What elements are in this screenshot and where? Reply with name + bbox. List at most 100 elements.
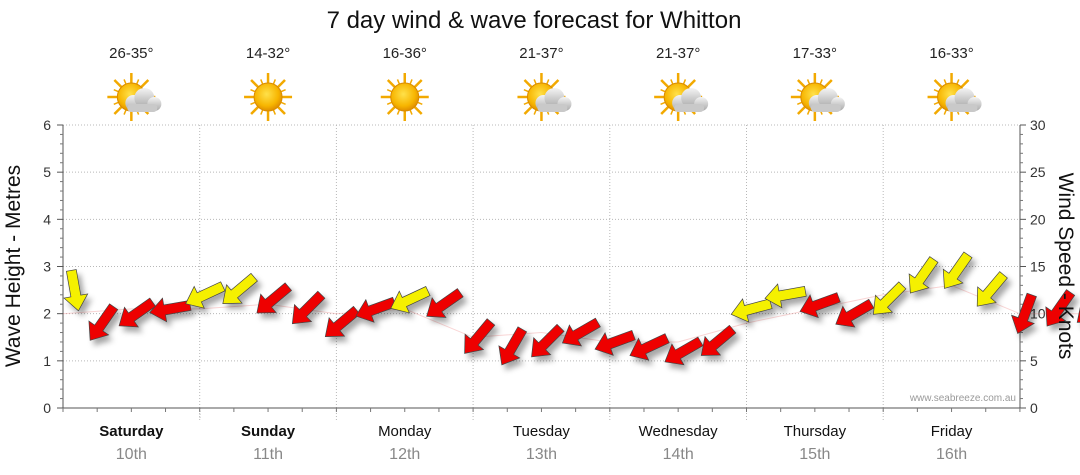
wind-arrow	[222, 272, 258, 304]
day-date-label: 11th	[253, 446, 283, 463]
wind-arrow-shape	[1011, 292, 1037, 334]
partly-cloudy-icon	[107, 73, 162, 121]
day-name-label: Wednesday	[639, 423, 718, 440]
wind-arrow	[63, 269, 89, 312]
wind-arrow-shape	[324, 305, 361, 337]
wind-arrow-shape	[764, 283, 807, 309]
partly-cloudy-icon	[927, 73, 982, 121]
wind-arrow	[88, 303, 119, 341]
wind-arrow	[118, 297, 157, 328]
y-tick-label-left: 6	[43, 117, 51, 133]
cloud-icon	[808, 88, 845, 112]
wind-arrow	[976, 271, 1008, 307]
partly-cloudy-icon	[517, 73, 572, 121]
sun-disc	[390, 82, 420, 112]
temperature-range: 16-36°	[383, 45, 427, 62]
y-tick-label-left: 0	[43, 400, 51, 416]
wind-arrow-shape	[872, 281, 907, 315]
wind-arrow-shape	[942, 251, 973, 289]
wind-arrow-shape	[531, 323, 565, 358]
y-tick-label-right: 0	[1030, 400, 1038, 416]
wind-arrow	[799, 292, 841, 319]
wind-arrow	[1011, 292, 1037, 334]
y-tick-label-right: 25	[1030, 164, 1046, 180]
wind-arrow-shape	[426, 288, 464, 318]
y-tick-label-right: 20	[1030, 211, 1046, 227]
wind-arrow	[594, 330, 636, 356]
wind-arrow-shape	[464, 318, 496, 354]
grid	[63, 124, 1020, 420]
wind-arrow-shape	[185, 281, 226, 309]
cloud-icon	[945, 88, 982, 112]
y-tick-label-right: 30	[1030, 117, 1046, 133]
wind-arrow	[149, 297, 192, 323]
day-name-label: Tuesday	[513, 423, 570, 440]
wind-arrow	[256, 282, 293, 314]
day-name-label: Friday	[931, 423, 973, 440]
y-tick-label-right: 5	[1030, 353, 1038, 369]
chart-title: 7 day wind & wave forecast for Whitton	[327, 7, 742, 34]
wind-arrow-shape	[908, 256, 939, 294]
wind-arrow-shape	[390, 286, 431, 314]
wind-arrow	[730, 298, 773, 323]
partly-cloudy-icon	[790, 73, 845, 121]
wind-arrow	[908, 256, 939, 294]
sun-icon	[244, 73, 293, 121]
wind-arrow	[561, 317, 601, 347]
wind-arrow	[498, 326, 528, 366]
wind-arrow	[764, 283, 807, 309]
axes: 0 01 52 103 154 205 256 30	[43, 117, 1046, 416]
wind-arrow-shape	[291, 290, 326, 325]
temperature-range: 17-33°	[793, 45, 837, 62]
day-weather: 26-35°	[107, 45, 162, 121]
day-date-label: 12th	[389, 446, 420, 463]
day-name-label: Thursday	[784, 423, 847, 440]
day-weather: 14-32°	[244, 45, 293, 121]
day-date-label: 15th	[799, 446, 830, 463]
day-weather: 21-37°	[654, 45, 709, 121]
temperature-range: 21-37°	[519, 45, 563, 62]
y-axis-label-right: Wind Speed - Knots	[1054, 173, 1077, 360]
wind-arrow	[872, 281, 907, 315]
wind-arrow	[390, 286, 431, 314]
cloud-base	[537, 104, 568, 112]
wind-arrow	[355, 296, 397, 323]
cloud-icon	[535, 88, 572, 112]
partly-cloudy-icon	[654, 73, 709, 121]
y-axis-label-left: Wave Height - Metres	[2, 165, 25, 367]
weather-row: 26-35° 14-32° 16-36° 21-37° 21-37° 17-33° 16-3…	[107, 45, 982, 121]
temperature-range: 16-33°	[929, 45, 973, 62]
day-date-label: 14th	[663, 446, 694, 463]
wind-arrow	[1045, 289, 1076, 327]
wind-arrow	[185, 281, 226, 309]
wind-arrow-shape	[222, 272, 258, 304]
day-date-label: 10th	[116, 446, 147, 463]
wind-arrow-shape	[594, 330, 636, 356]
wind-arrow	[942, 251, 973, 289]
y-tick-label-left: 2	[43, 306, 51, 322]
wind-arrow	[700, 324, 737, 356]
y-tick-label-right: 10	[1030, 306, 1046, 322]
wind-arrow-shape	[256, 282, 293, 314]
sun-disc	[253, 82, 283, 112]
sun-icon	[380, 73, 429, 121]
wind-arrow-shape	[498, 326, 528, 366]
wind-arrow-shape	[561, 317, 601, 347]
temperature-range: 14-32°	[246, 45, 290, 62]
wind-arrow	[629, 333, 670, 361]
y-tick-label-right: 15	[1030, 259, 1046, 275]
day-date-label: 16th	[936, 446, 967, 463]
day-weather: 16-36°	[380, 45, 429, 121]
cloud-icon	[125, 88, 162, 112]
wind-arrow	[324, 305, 361, 337]
wind-series	[63, 251, 1080, 366]
wind-arrow-shape	[63, 269, 89, 312]
temperature-range: 21-37°	[656, 45, 700, 62]
cloud-base	[127, 104, 158, 112]
y-tick-label-left: 5	[43, 164, 51, 180]
wind-arrow-shape	[976, 271, 1008, 307]
day-labels: Saturday 10th Sunday 11th Monday 12th Tuesday 1…	[99, 423, 973, 463]
wind-arrow-shape	[664, 336, 704, 366]
wind-arrow-shape	[355, 296, 397, 323]
y-tick-label-left: 4	[43, 211, 51, 227]
